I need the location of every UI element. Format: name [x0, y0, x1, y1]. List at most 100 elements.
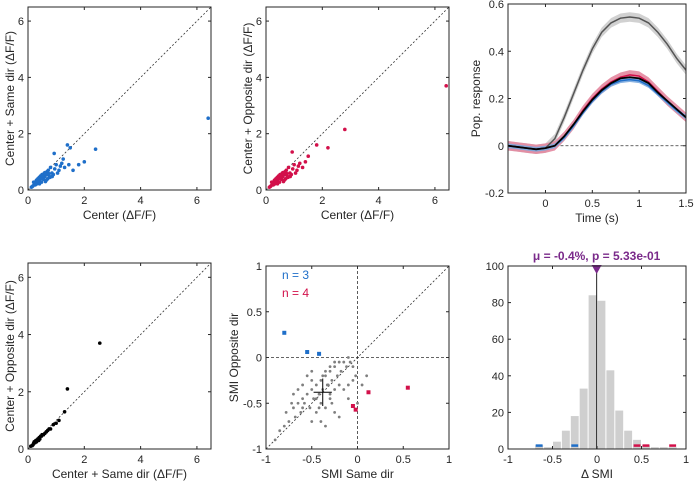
data-point: [305, 392, 309, 396]
data-point: [314, 411, 318, 414]
plot-frame: [27, 6, 212, 191]
x-tick-label: 6: [194, 454, 200, 466]
y-axis-label: SMI Opposite dir: [227, 313, 241, 402]
data-point: [303, 401, 306, 405]
x-tick-label: 2: [81, 195, 87, 207]
data-point: [82, 160, 87, 164]
data-point: [290, 167, 295, 171]
data-point: [65, 387, 70, 391]
data-point: [335, 374, 339, 378]
y-tick-label: 0.4: [489, 46, 504, 58]
data-point: [284, 168, 289, 173]
x-tick-label: 0.5: [634, 454, 649, 466]
data-point: [343, 127, 347, 132]
x-axis-label: SMI Same dir: [321, 467, 394, 481]
data-point: [365, 374, 369, 378]
hist-bar: [606, 370, 615, 449]
hist-bar: [650, 447, 659, 449]
y-tick-label: -0.2: [485, 188, 504, 200]
data-point: [301, 397, 304, 401]
x-tick-label: 2: [81, 454, 87, 466]
data-point: [292, 392, 295, 396]
data-point: [52, 167, 57, 171]
data-point: [326, 145, 330, 150]
panel-p6: -1 -0.5 0 0.5 1 0 20 40 60 80 100 μ = -0.4%, p = 5.…: [486, 249, 689, 481]
panel-p1: 0 2 4 6 0 2 4 6 Center (ΔF/F) Center + Same dir (…: [3, 6, 212, 222]
data-point: [62, 410, 67, 414]
data-point: [303, 160, 308, 164]
y-tick-label: 0: [256, 353, 262, 365]
panel-p4: 0 2 4 6 0 2 4 6 Center + Same dir (ΔF/F) Center +…: [3, 262, 212, 481]
data-point: [44, 178, 49, 182]
y-tick-label: -0.5: [243, 398, 262, 410]
data-point: [295, 168, 299, 173]
data-point: [43, 170, 47, 175]
x-tick-label: 0: [263, 195, 269, 207]
data-point: [281, 170, 285, 175]
x-tick-label: 0: [594, 454, 600, 466]
data-point: [317, 392, 321, 396]
data-point: [51, 422, 56, 427]
data-point: [296, 388, 300, 391]
data-point: [330, 378, 334, 382]
opposite-sig-marker: [642, 444, 650, 447]
y-tick-label: 100: [486, 261, 504, 273]
data-point: [282, 424, 286, 428]
data-point: [310, 420, 314, 423]
y-tick-label: 6: [256, 16, 262, 28]
data-point: [333, 365, 337, 369]
y-tick-label: 0.5: [247, 307, 262, 319]
data-point: [71, 168, 75, 173]
data-point: [61, 157, 65, 161]
series-line-black: [507, 76, 687, 151]
x-tick-label: 0: [25, 454, 31, 466]
hist-bar: [597, 300, 606, 449]
data-point: [305, 374, 309, 378]
data-point: [324, 374, 327, 378]
data-point: [346, 383, 350, 387]
data-point: [290, 401, 294, 405]
data-point: [292, 162, 296, 167]
hist-bar: [624, 430, 633, 449]
x-tick-label: 6: [432, 195, 438, 207]
opposite-sig-point: [353, 407, 358, 412]
y-tick-label: 6: [18, 16, 24, 28]
hist-bar: [553, 441, 561, 449]
x-tick-label: 0: [25, 195, 31, 207]
plot-frame: [507, 3, 687, 194]
data-point: [58, 164, 63, 168]
data-point: [68, 145, 73, 150]
plot-frame: [27, 262, 212, 450]
x-tick-label: 1.5: [678, 198, 693, 210]
hist-bar: [579, 388, 588, 449]
data-point: [312, 397, 315, 401]
data-point: [301, 406, 304, 410]
same-sig-point: [282, 330, 287, 335]
unity-line: [27, 262, 212, 450]
data-point: [279, 174, 283, 178]
data-point: [292, 406, 295, 410]
data-point: [290, 150, 294, 154]
data-point: [333, 388, 337, 391]
data-point: [93, 147, 98, 151]
data-point: [296, 401, 300, 405]
y-tick-label: 0: [18, 444, 24, 456]
x-axis-label: Time (s): [575, 211, 619, 225]
data-point: [33, 183, 38, 187]
hist-bar: [588, 295, 597, 449]
same-sig-point: [305, 350, 310, 355]
y-tick-label: 0: [256, 185, 262, 197]
x-tick-label: 0.5: [585, 198, 600, 210]
data-point: [273, 438, 277, 442]
data-point: [333, 360, 337, 364]
n-opposite-label: n = 4: [282, 286, 309, 300]
data-point: [41, 174, 45, 178]
opposite-sig-marker: [633, 444, 641, 447]
same-sig-marker: [535, 444, 543, 447]
data-point: [271, 183, 276, 187]
y-tick-label: 2: [256, 129, 262, 141]
hist-bar: [561, 430, 570, 449]
y-tick-label: 6: [18, 272, 24, 284]
y-tick-label: 2: [18, 129, 24, 141]
y-tick-label: 4: [18, 330, 24, 342]
